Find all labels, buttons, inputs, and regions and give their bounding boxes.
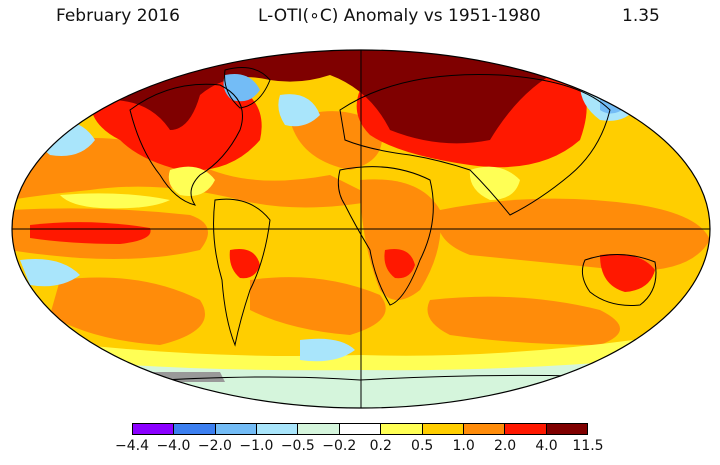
legend-swatch xyxy=(463,424,506,434)
coast-australia xyxy=(581,253,657,306)
coast-greenland xyxy=(224,67,271,109)
hot-region-australia xyxy=(600,254,655,292)
coastlines xyxy=(89,67,657,386)
warm-region-southern-indian xyxy=(427,296,620,345)
coast-north-america xyxy=(129,83,243,206)
cool-region-north-atlantic xyxy=(278,94,320,127)
map-border xyxy=(11,49,711,409)
hot-region-pacific-band xyxy=(30,222,151,244)
warm-region-africa xyxy=(360,179,441,300)
coast-africa xyxy=(337,166,434,306)
legend-swatch xyxy=(381,424,423,434)
global-mean-value: 1.35 xyxy=(622,6,660,26)
legend-label: −4.4 xyxy=(115,438,149,454)
warm-region-south-atlantic xyxy=(250,277,386,335)
warm-region-north-atlantic xyxy=(290,111,382,170)
warm-region-south-pacific xyxy=(50,277,205,345)
period-label: February 2016 xyxy=(56,6,180,26)
warm-region-indian-ocean xyxy=(438,198,710,271)
legend-swatch xyxy=(133,424,175,434)
hot-region-south-america xyxy=(229,249,260,279)
legend-swatch xyxy=(215,424,258,434)
cool-region-southeast-pacific xyxy=(20,259,80,287)
legend-label: 0.2 xyxy=(369,438,392,454)
legend-label: −0.5 xyxy=(280,438,315,454)
legend-label: −0.2 xyxy=(322,438,357,454)
legend-swatch xyxy=(546,424,587,434)
legend-swatch xyxy=(174,424,216,434)
legend-swatch xyxy=(339,424,382,434)
mild-region-india xyxy=(469,166,520,200)
coast-antarctica xyxy=(89,374,641,386)
no-data-antarctic-segment xyxy=(110,372,225,382)
legend-label: 2.0 xyxy=(493,438,517,454)
color-scale-labels: −4.4 −4.0 −2.0 −1.0 −0.5 −0.2 0.2 0.5 1.0 2.0 4.0 1… xyxy=(0,438,720,458)
anomaly-field xyxy=(12,50,710,408)
coast-south-america xyxy=(213,198,271,347)
mild-region-caribbean xyxy=(168,166,215,196)
legend-label: 0.5 xyxy=(411,438,434,454)
legend-label: 4.0 xyxy=(535,438,558,454)
hot-region-southern-africa xyxy=(384,249,415,279)
legend-label: 11.5 xyxy=(572,438,604,454)
legend-label: −1.0 xyxy=(239,438,274,454)
color-scale-bar xyxy=(132,423,588,435)
coast-eurasia xyxy=(339,73,611,216)
legend-swatch xyxy=(257,424,299,434)
temperature-anomaly-map xyxy=(11,49,711,409)
legend-swatch xyxy=(298,424,340,434)
cool-region-southern-atlantic xyxy=(300,338,355,362)
legend-label: −4.0 xyxy=(156,438,191,454)
mild-region-mid-pacific xyxy=(60,193,170,209)
map-title: L-OTI(∘C) Anomaly vs 1951-1980 xyxy=(258,6,541,26)
legend-label: 1.0 xyxy=(452,438,475,454)
cold-region-greenland xyxy=(223,74,260,102)
legend-swatch xyxy=(505,424,547,434)
legend-label: −2.0 xyxy=(197,438,232,454)
legend-swatch xyxy=(422,424,464,434)
